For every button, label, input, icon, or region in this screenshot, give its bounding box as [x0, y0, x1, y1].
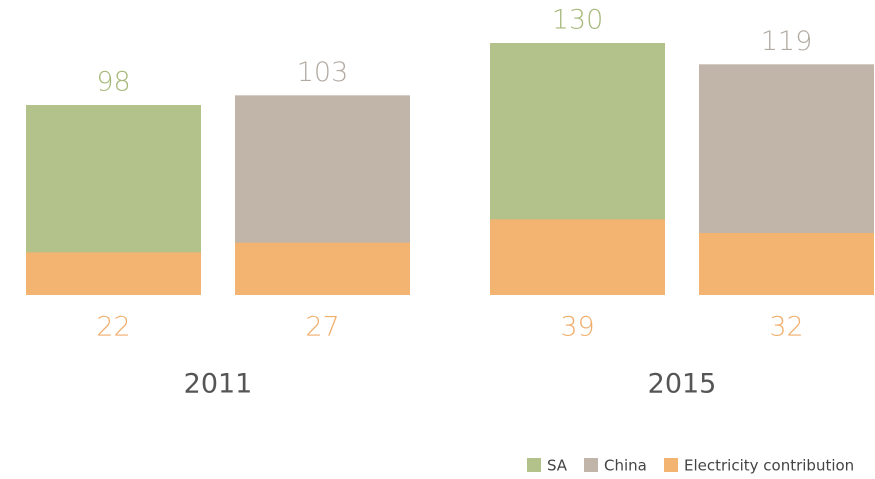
electricity-bar [699, 232, 874, 295]
legend-swatch [664, 458, 678, 472]
legend-swatch [527, 458, 541, 472]
value-label: 98 [96, 67, 130, 98]
legend-label: SA [547, 457, 568, 475]
legend-label: Electricity contribution [684, 457, 854, 475]
x-tick-label: 2015 [648, 369, 717, 400]
electricity-bar [490, 219, 665, 295]
electricity-bar [235, 242, 410, 295]
electricity-bar [26, 252, 201, 295]
electricity-label: 32 [769, 312, 803, 343]
electricity-label: 39 [560, 312, 594, 343]
legend-label: China [604, 457, 647, 475]
electricity-label: 22 [96, 312, 130, 343]
legend-swatch [584, 458, 598, 472]
value-label: 119 [761, 26, 813, 57]
electricity-label: 27 [305, 312, 339, 343]
value-label: 130 [552, 5, 604, 36]
value-label: 103 [297, 57, 349, 88]
x-tick-label: 2011 [184, 369, 253, 400]
